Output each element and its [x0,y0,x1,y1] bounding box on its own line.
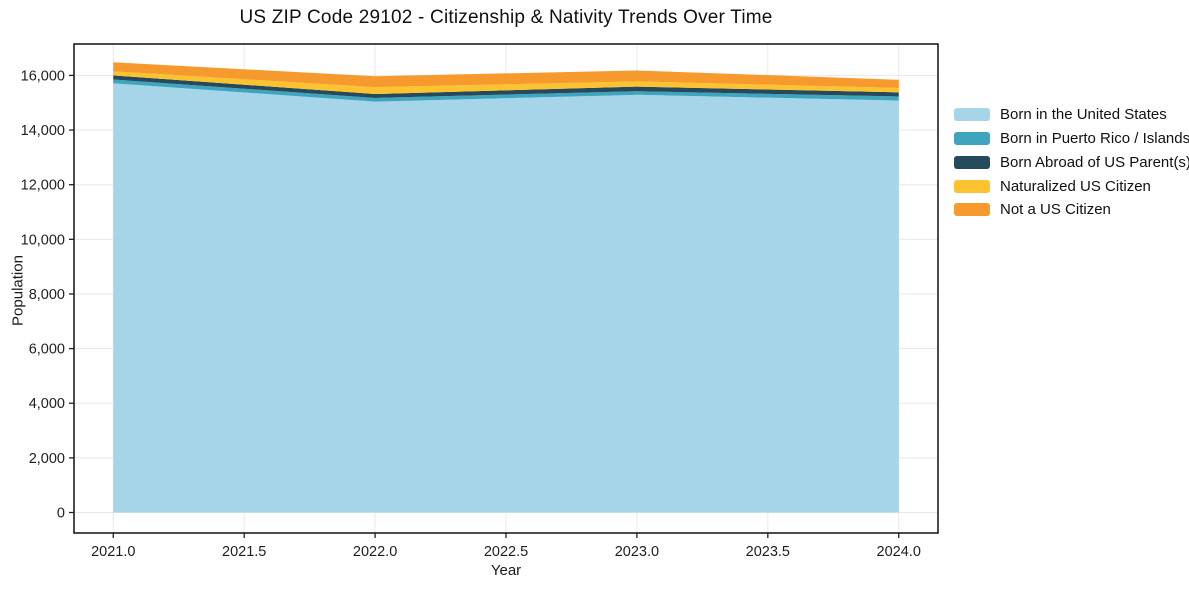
legend-item: Born in the United States [954,103,1189,127]
chart-title: US ZIP Code 29102 - Citizenship & Nativi… [239,7,773,28]
y-tick-label: 2,000 [29,451,65,467]
legend-label: Not a US Citizen [1000,201,1111,219]
legend-item: Born Abroad of US Parent(s) [954,151,1189,175]
legend-swatch-not-citizen [954,203,990,217]
area-series-naturalized-us-citizen [113,71,899,94]
area-series-born-in-the-united-states [113,83,899,513]
x-tick-label: 2021.0 [91,544,135,560]
legend-item: Born in Puerto Rico / Islands [954,127,1189,151]
legend-item: Not a US Citizen [954,198,1189,222]
x-tick-label: 2021.5 [222,544,266,560]
x-axis-label: Year [490,562,522,579]
y-tick-label: 16,000 [21,68,65,84]
y-tick-label: 12,000 [21,178,65,194]
legend-swatch-born-in-us [954,108,990,122]
y-tick-label: 0 [57,506,65,522]
y-axis-label: Population [9,255,27,326]
y-tick-label: 8,000 [29,287,65,303]
area-series-not-a-us-citizen [113,62,899,88]
y-tick-label: 6,000 [29,342,65,358]
area-series-born-in-puerto-rico-islands [113,79,899,102]
x-tick-label: 2024.0 [877,544,921,560]
legend-swatch-born-abroad [954,155,990,169]
legend-swatch-naturalized [954,179,990,193]
x-tick-label: 2022.0 [353,544,397,560]
legend-swatch-born-in-puerto-rico [954,132,990,146]
y-tick-label: 10,000 [21,232,65,248]
plot-frame [73,43,939,534]
x-tick-label: 2023.0 [615,544,659,560]
y-tick-label: 14,000 [21,123,65,139]
legend-label: Born Abroad of US Parent(s) [1000,153,1189,171]
area-series-born-abroad-of-us-parent-s [113,75,899,98]
legend-item: Naturalized US Citizen [954,174,1189,198]
legend-label: Born in the United States [1000,106,1167,124]
y-tick-label: 4,000 [29,396,65,412]
x-tick-label: 2023.5 [746,544,790,560]
legend: Born in the United States Born in Puerto… [954,103,1189,222]
legend-label: Born in Puerto Rico / Islands [1000,130,1189,148]
x-tick-label: 2022.5 [484,544,528,560]
legend-label: Naturalized US Citizen [1000,177,1151,195]
